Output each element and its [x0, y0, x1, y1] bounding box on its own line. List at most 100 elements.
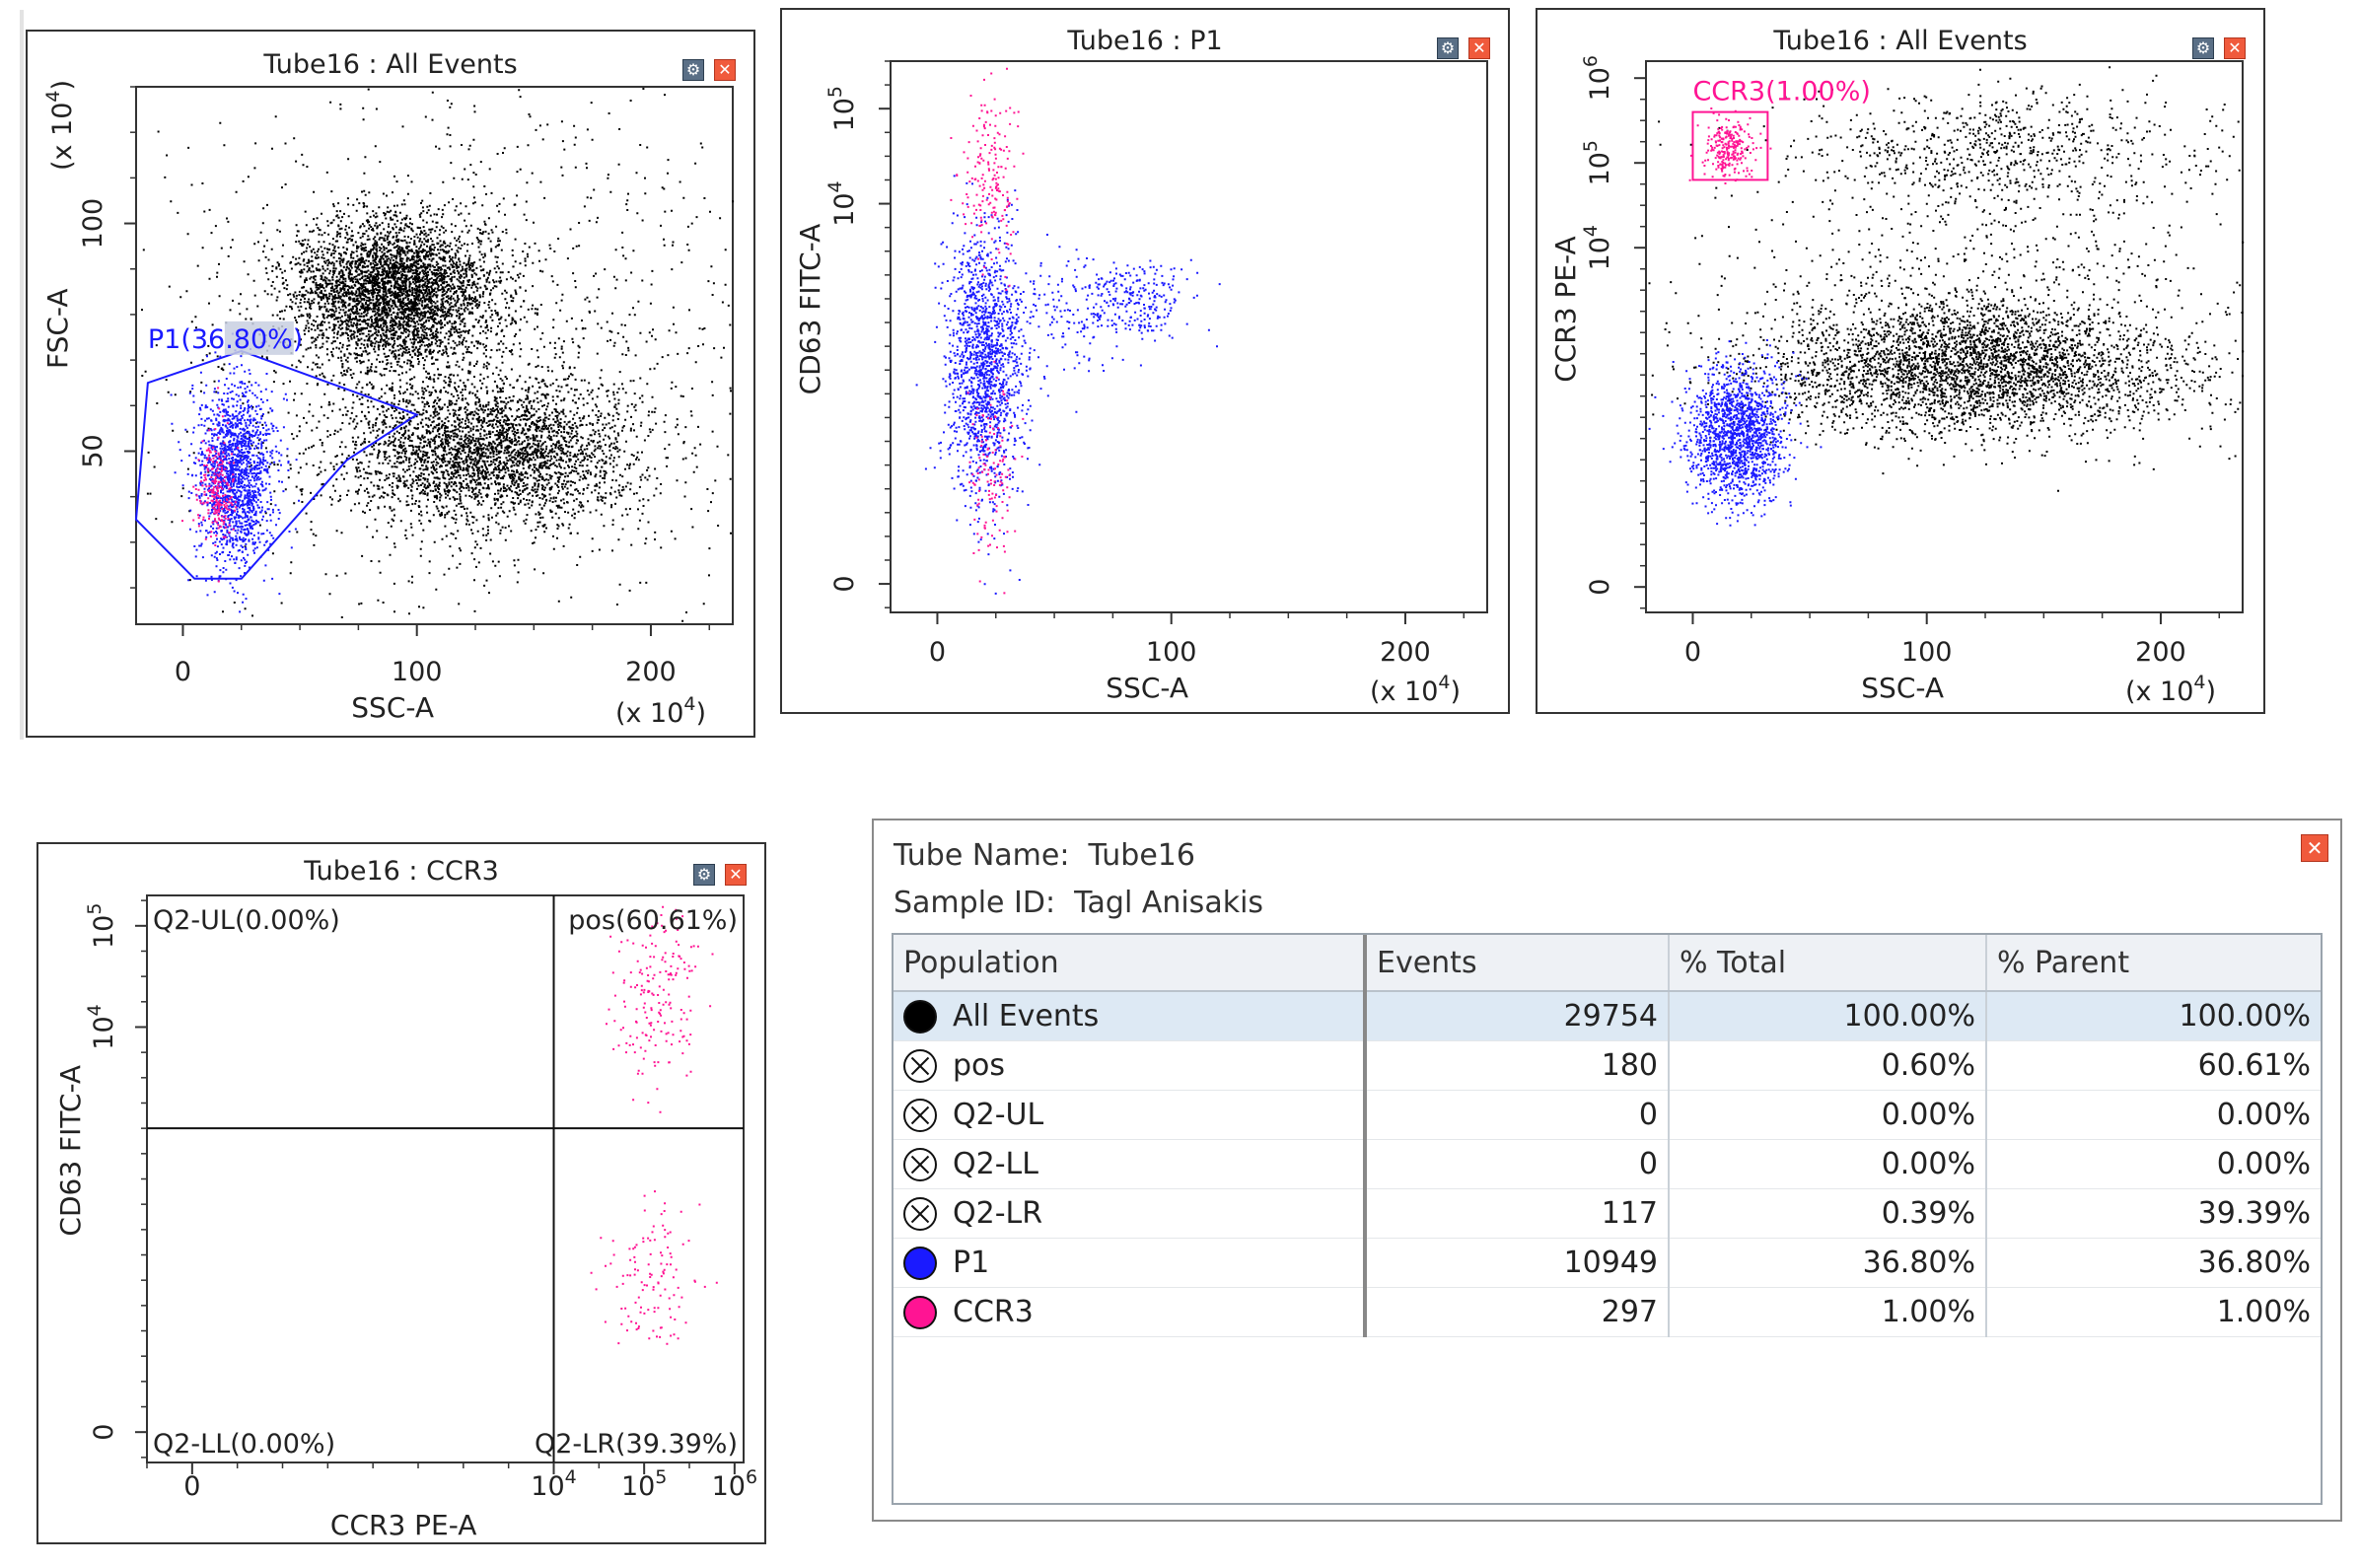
table-row[interactable]: pos 180 0.60% 60.61%: [894, 1040, 2321, 1091]
population-cell: Q2-LL: [894, 1139, 1367, 1189]
x-unit-label: (x 104): [1370, 672, 1461, 707]
column-header-population[interactable]: Population: [894, 935, 1367, 992]
parent-cell: 1.00%: [1986, 1287, 2321, 1337]
total-cell: 36.80%: [1669, 1238, 1987, 1288]
population-name: All Events: [953, 999, 1100, 1033]
population-color-dot-icon: [903, 999, 937, 1033]
plot-title: Tube16 : All Events: [1773, 26, 2028, 56]
events-cell: 10949: [1365, 1238, 1670, 1288]
y-axis-label: CD63 FITC-A: [54, 1065, 87, 1237]
plot-cd63-vs-ccr3[interactable]: Tube16 : CCR3 ⚙ ✕ 0 104 105 106 0 104 105 CCR3 …: [36, 842, 766, 1544]
y-tick-label: 0: [829, 575, 860, 592]
data-points: [1648, 66, 2245, 527]
table-row[interactable]: Q2-UL 0 0.00% 0.00%: [894, 1090, 2321, 1140]
tube-name-label: Tube Name:: [894, 838, 1070, 873]
y-tick-label: 104: [84, 1004, 119, 1049]
cluster-p1-points: [1648, 339, 1823, 527]
x-tick-label: 0: [929, 637, 946, 668]
parent-cell: 39.39%: [1986, 1188, 2321, 1239]
table-header-row: Population Events % Total % Parent: [894, 935, 2321, 992]
population-name: Q2-LL: [953, 1147, 1038, 1181]
plot-settings-icon[interactable]: ⚙: [693, 864, 715, 886]
total-cell: 100.00%: [1669, 991, 1987, 1041]
y-tick-label: 100: [78, 198, 108, 249]
scatter-plot: 0 100 200 0 104 105 SSC-A CD63 FITC-A (x 104): [794, 60, 1488, 707]
x-tick-label: 100: [1146, 637, 1197, 668]
population-cell: All Events: [894, 991, 1367, 1041]
cluster-p1-points: [915, 175, 1049, 595]
population-gate-x-icon: [903, 1196, 937, 1231]
sample-id-line: Sample ID: Tagl Anisakis: [894, 886, 1263, 920]
plot-cd63-vs-ssc[interactable]: Tube16 : P1 ⚙ ✕ 0 100 200 0 104 105 SSC-A CD63 …: [780, 8, 1510, 714]
x-tick-label: 200: [1380, 637, 1431, 668]
cluster-p1-points: [1033, 257, 1221, 367]
data-points: [915, 67, 1221, 595]
plot-settings-icon[interactable]: ⚙: [2192, 37, 2214, 59]
plot-frame: [890, 60, 1488, 613]
plot-settings-icon[interactable]: ⚙: [1437, 37, 1459, 59]
plot-close-icon[interactable]: ✕: [725, 864, 747, 886]
plot-close-icon[interactable]: ✕: [2224, 37, 2246, 59]
table-row[interactable]: Q2-LL 0 0.00% 0.00%: [894, 1139, 2321, 1189]
total-cell: 0.39%: [1669, 1188, 1987, 1239]
y-tick-label: 50: [78, 434, 108, 467]
total-cell: 1.00%: [1669, 1287, 1987, 1337]
y-tick-label: 0: [89, 1424, 119, 1441]
y-axis-label: FSC-A: [41, 288, 74, 369]
plot-title: Tube16 : CCR3: [304, 856, 499, 887]
sample-id-label: Sample ID:: [894, 886, 1056, 920]
gate-p1-polygon: [134, 349, 419, 580]
total-cell: 0.60%: [1669, 1040, 1987, 1091]
plot-fsc-vs-ssc[interactable]: Tube16 : All Events ⚙ ✕ 0 100 200 50 100 SSC-…: [26, 30, 755, 738]
parent-cell: 0.00%: [1986, 1090, 2321, 1140]
table-row[interactable]: P1 10949 36.80% 36.80%: [894, 1238, 2321, 1288]
population-table: Population Events % Total % Parent All E…: [892, 933, 2323, 1505]
plot-ccr3-vs-ssc[interactable]: Tube16 : All Events ⚙ ✕ 0 100 200 0 104 105 10…: [1536, 8, 2265, 714]
population-name: pos: [953, 1048, 1006, 1083]
x-tick-label: 100: [1901, 637, 1953, 668]
data-points: [141, 88, 735, 622]
parent-cell: 0.00%: [1986, 1139, 2321, 1189]
population-cell: P1: [894, 1238, 1367, 1288]
population-cell: CCR3: [894, 1287, 1367, 1337]
total-cell: 0.00%: [1669, 1139, 1987, 1189]
column-header-parent[interactable]: % Parent: [1986, 935, 2321, 992]
population-name: CCR3: [953, 1295, 1034, 1329]
events-cell: 297: [1365, 1287, 1670, 1337]
tube-name-line: Tube Name: Tube16: [894, 838, 1195, 873]
quadrant-label-lr: Q2-LR(39.39%): [535, 1429, 738, 1460]
cluster-p1-points: [170, 332, 300, 613]
x-axis-label: SSC-A: [351, 691, 434, 724]
population-gate-x-icon: [903, 1048, 937, 1083]
x-tick-label: 0: [175, 657, 191, 687]
x-tick-label: 104: [531, 1466, 576, 1502]
close-icon[interactable]: ✕: [2301, 834, 2328, 862]
y-axis-label: CD63 FITC-A: [794, 224, 826, 395]
table-row[interactable]: All Events 29754 100.00% 100.00%: [894, 991, 2321, 1041]
population-name: Q2-LR: [953, 1196, 1043, 1231]
sample-id-value: Tagl Anisakis: [1074, 886, 1264, 920]
events-cell: 180: [1365, 1040, 1670, 1091]
gate-ccr3-rect: [1691, 110, 1769, 181]
population-color-dot-icon: [903, 1295, 937, 1329]
plot-settings-icon[interactable]: ⚙: [682, 59, 704, 81]
gate-label-highlight: [224, 321, 294, 355]
plot-close-icon[interactable]: ✕: [714, 59, 736, 81]
plot-frame: [1645, 60, 2244, 613]
population-name: Q2-UL: [953, 1098, 1044, 1132]
events-cell: 0: [1365, 1090, 1670, 1140]
y-tick-label: 104: [1580, 225, 1615, 270]
gate-p1-label: P1(36.80%): [148, 324, 303, 355]
x-tick-label: 100: [392, 657, 443, 687]
table-row[interactable]: CCR3 297 1.00% 1.00%: [894, 1287, 2321, 1337]
plot-close-icon[interactable]: ✕: [1468, 37, 1490, 59]
column-header-total[interactable]: % Total: [1669, 935, 1987, 992]
cluster-ccr3-points: [950, 67, 1025, 291]
cluster-ccr3-points: [606, 905, 714, 1113]
plot-frame: [135, 86, 734, 625]
x-unit-label: (x 104): [615, 693, 706, 729]
parent-cell: 100.00%: [1986, 991, 2321, 1041]
table-row[interactable]: Q2-LR 117 0.39% 39.39%: [894, 1188, 2321, 1239]
column-header-events[interactable]: Events: [1365, 935, 1670, 992]
gate-ccr3-label: CCR3(1.00%): [1692, 77, 1870, 107]
